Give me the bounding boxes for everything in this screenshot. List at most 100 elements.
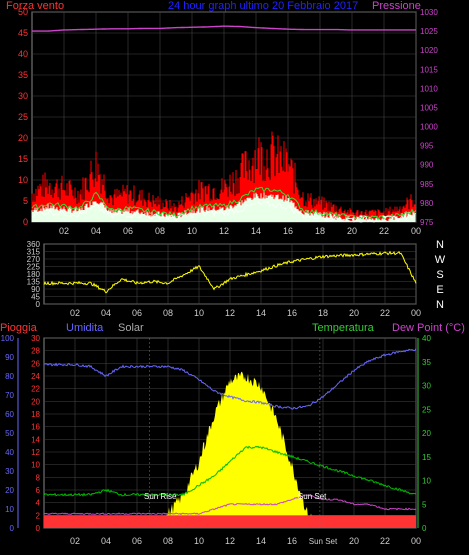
solar-axis-title: Solar <box>118 322 144 334</box>
compass-label: W <box>435 254 446 266</box>
pressure-y-tick-label: 1005 <box>420 103 438 112</box>
weather-x-tick-label: 00 <box>411 536 421 546</box>
wind-x-tick-label: 06 <box>123 226 133 236</box>
compass-label: N <box>436 239 444 251</box>
temperature-y-tick-label: 30 <box>422 382 431 391</box>
humidity-y-tick-label: 100 <box>1 334 15 343</box>
rain-y-tick-label: 30 <box>31 334 40 343</box>
temperature-y-tick-label: 5 <box>422 500 427 509</box>
wind-x-tick-label: 08 <box>155 226 165 236</box>
pressure-y-tick-label: 990 <box>420 161 434 170</box>
humidity-y-tick-label: 10 <box>5 505 14 514</box>
direction-x-tick-label: 10 <box>194 308 204 318</box>
direction-y-tick-label: 270 <box>27 255 41 264</box>
compass-label: S <box>436 269 443 281</box>
weather-x-tick-label: 12 <box>225 536 235 546</box>
direction-y-tick-label: 360 <box>27 240 41 249</box>
wind-x-tick-label: 22 <box>379 226 389 236</box>
weather-x-tick-label: Sun Set <box>309 537 338 546</box>
humidity-y-tick-label: 20 <box>5 486 14 495</box>
dewpoint-line <box>43 494 417 516</box>
wind-y-tick-label: 45 <box>18 28 28 38</box>
humidity-y-tick-label: 30 <box>5 467 14 476</box>
pressure-y-tick-label: 985 <box>420 180 434 189</box>
chart-title: 24 hour graph ultimo 20 Febbraio 2017 <box>168 0 359 12</box>
wind-x-tick-label: 12 <box>219 226 229 236</box>
wind-y-tick-label: 10 <box>18 175 28 185</box>
pressure-y-tick-label: 975 <box>420 218 434 227</box>
direction-y-tick-label: 90 <box>31 285 40 294</box>
wind-x-tick-label: 00 <box>411 226 421 236</box>
wind-axis-title: Forza vento <box>6 0 65 12</box>
pressure-y-tick-label: 1025 <box>420 27 438 36</box>
direction-y-tick-label: 135 <box>27 278 41 287</box>
direction-y-tick-label: 225 <box>27 263 41 272</box>
rain-bar <box>44 515 416 528</box>
wind-y-tick-label: 15 <box>18 154 28 164</box>
humidity-y-tick-label: 50 <box>5 429 14 438</box>
humidity-y-tick-label: 40 <box>5 448 14 457</box>
pressure-y-tick-label: 1000 <box>420 123 438 132</box>
weather-x-tick-label: 10 <box>194 536 204 546</box>
compass-label: E <box>436 284 443 296</box>
weather-x-tick-label: 20 <box>349 536 359 546</box>
wind-y-tick-label: 40 <box>18 49 28 59</box>
weather-x-tick-label: 08 <box>163 536 173 546</box>
temperature-y-tick-label: 35 <box>422 358 431 367</box>
sunset-label: Sun Set <box>298 492 327 501</box>
direction-x-tick-label: 04 <box>101 308 111 318</box>
direction-x-tick-label: 02 <box>70 308 80 318</box>
temperature-y-tick-label: 20 <box>422 429 431 438</box>
rain-y-tick-label: 28 <box>31 347 40 356</box>
direction-y-tick-label: 45 <box>31 293 40 302</box>
wind-x-tick-label: 10 <box>187 226 197 236</box>
direction-x-tick-label: 18 <box>318 308 328 318</box>
direction-y-tick-label: 0 <box>36 300 41 309</box>
wind-y-tick-label: 25 <box>18 112 28 122</box>
direction-x-tick-label: 16 <box>287 308 297 318</box>
humidity-y-tick-label: 60 <box>5 410 14 419</box>
temperature-y-tick-label: 40 <box>422 334 431 343</box>
wind-average-line <box>31 186 417 221</box>
wind-min-line <box>31 200 417 223</box>
pressure-y-tick-label: 1030 <box>420 8 438 17</box>
temperature-line <box>43 445 417 497</box>
weather-x-tick-label: 14 <box>256 536 266 546</box>
direction-x-tick-label: 20 <box>349 308 359 318</box>
weather-x-tick-label: 16 <box>287 536 297 546</box>
direction-x-tick-label: 12 <box>225 308 235 318</box>
temperature-y-tick-label: 10 <box>422 477 431 486</box>
rain-y-tick-label: 8 <box>36 473 41 482</box>
pressure-y-tick-label: 1015 <box>420 65 438 74</box>
wind-x-tick-label: 20 <box>347 226 357 236</box>
wind-x-tick-label: 02 <box>59 226 69 236</box>
direction-y-tick-label: 315 <box>27 248 41 257</box>
rain-y-tick-label: 20 <box>31 397 40 406</box>
direction-x-tick-label: 22 <box>380 308 390 318</box>
wind-y-tick-label: 50 <box>18 7 28 17</box>
humidity-line <box>44 348 417 410</box>
rain-y-tick-label: 22 <box>31 385 40 394</box>
direction-x-tick-label: 08 <box>163 308 173 318</box>
solar-area <box>44 371 416 528</box>
temperature-y-tick-label: 15 <box>422 453 431 462</box>
humidity-y-tick-label: 90 <box>5 353 14 362</box>
humidity-y-tick-label: 0 <box>10 524 15 533</box>
rain-y-tick-label: 14 <box>31 435 40 444</box>
rain-y-tick-label: 18 <box>31 410 40 419</box>
rain-y-tick-label: 26 <box>31 359 40 368</box>
pressure-y-tick-label: 1020 <box>420 46 438 55</box>
direction-x-tick-label: 00 <box>411 308 421 318</box>
wind-x-tick-label: 18 <box>315 226 325 236</box>
rain-y-tick-label: 0 <box>36 524 41 533</box>
pressure-y-tick-label: 1010 <box>420 84 438 93</box>
wind-direction-line <box>43 250 417 294</box>
temperature-axis-title: Temperatura <box>312 322 374 334</box>
rain-axis-title: Pioggia <box>0 322 37 334</box>
wind-x-tick-label: 04 <box>91 226 101 236</box>
humidity-axis-title: Umidita <box>66 322 104 334</box>
pressure-y-tick-label: 995 <box>420 142 434 151</box>
rain-y-tick-label: 16 <box>31 423 40 432</box>
